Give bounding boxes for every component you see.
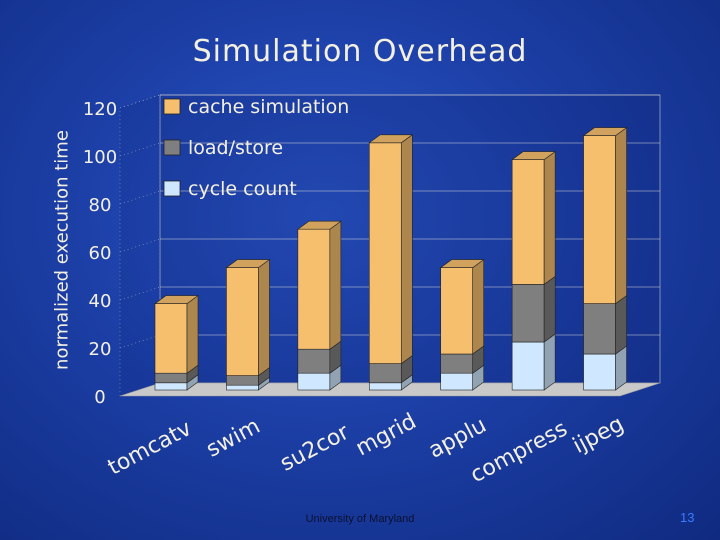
bar-mgrid-cycle-count-front: [368, 382, 402, 391]
y-tick-label: 20: [89, 339, 112, 360]
bar-mgrid-cache-simulation-side: [400, 134, 413, 365]
bar-compress-cache-simulation-side: [543, 151, 556, 285]
page-number: 13: [680, 510, 695, 525]
y-tick-label: 120: [83, 99, 117, 120]
chart-title: Simulation Overhead: [192, 34, 528, 69]
bar-tomcatv-top: [154, 295, 199, 304]
legend-label-cycle-count: cycle count: [188, 178, 297, 200]
bar-ijpeg-load-store-side: [615, 295, 627, 355]
bar-compress-top: [511, 151, 557, 160]
bar-compress-cycle-count-front: [511, 341, 545, 391]
bar-ijpeg-cycle-count-front: [583, 353, 616, 391]
bar-group-compress: [511, 151, 557, 391]
bar-applu-cache-simulation-side: [472, 259, 485, 355]
bar-applu-top: [439, 259, 485, 268]
x-tick-label-su2cor: su2cor: [276, 419, 354, 476]
y-tick-label: 40: [89, 291, 112, 312]
bar-group-tomcatv: [154, 295, 199, 391]
bar-ijpeg-cache-simulation-side: [615, 127, 627, 305]
bar-applu-load-store-front: [440, 353, 474, 374]
bar-su2cor-load-store-front: [297, 348, 331, 374]
legend-swatch-cache-simulation: [163, 98, 181, 115]
bar-group-swim: [225, 259, 271, 391]
x-tick-label-ijpeg: ijpeg: [569, 412, 628, 459]
bars: [154, 127, 628, 391]
legend-swatch-cycle-count: [163, 180, 181, 197]
bar-applu-cache-simulation-front: [440, 267, 474, 355]
legend-label-load-store: load/store: [188, 137, 283, 159]
y-ticks: 0 20 40 60 80 100 120: [83, 99, 117, 408]
x-tick-label-mgrid: mgrid: [352, 409, 421, 461]
bar-ijpeg-load-store-front: [583, 303, 616, 355]
legend-swatch-load-store: [163, 139, 181, 156]
bar-swim-top: [225, 259, 271, 268]
bar-swim-cache-simulation-front: [226, 267, 259, 376]
bar-su2cor-cache-simulation-side: [329, 220, 342, 350]
y-tick-label: 60: [89, 243, 112, 264]
y-tick-label: 0: [94, 387, 105, 408]
bar-tomcatv-cache-simulation-side: [186, 295, 199, 374]
y-tick-label: 80: [89, 195, 112, 216]
bar-group-ijpeg: [582, 127, 628, 391]
bar-group-mgrid: [368, 134, 414, 391]
bar-mgrid-top: [368, 134, 414, 144]
x-tick-label-tomcatv: tomcatv: [104, 416, 196, 481]
bar-group-su2cor: [296, 220, 342, 391]
bar-compress-cycle-count-side: [543, 333, 556, 391]
legend: cache simulation load/store cycle count: [163, 96, 349, 200]
x-tick-label-swim: swim: [202, 414, 264, 463]
bar-compress-load-store-side: [543, 275, 556, 343]
bar-su2cor-cache-simulation-front: [297, 228, 331, 350]
bar-su2cor-top: [296, 220, 342, 230]
bar-tomcatv-cycle-count-front: [154, 382, 188, 391]
bar-tomcatv-load-store-front: [154, 372, 188, 384]
footer-text: University of Maryland: [305, 513, 415, 525]
bar-compress-load-store-front: [511, 284, 545, 343]
bar-ijpeg-top: [582, 127, 628, 136]
bar-swim-cycle-count-front: [226, 384, 259, 391]
bar-mgrid-cache-simulation-front: [368, 142, 402, 364]
bar-compress-cache-simulation-front: [511, 159, 545, 285]
bar-applu-cycle-count-front: [440, 372, 474, 391]
bar-swim-load-store-front: [226, 375, 259, 386]
y-tick-label: 100: [83, 147, 117, 168]
bar-su2cor-cycle-count-front: [297, 372, 331, 391]
bar-ijpeg-cache-simulation-front: [583, 135, 616, 304]
chart-side-wall: [119, 94, 161, 397]
bar-mgrid-load-store-front: [368, 363, 402, 384]
bar-tomcatv-cache-simulation-front: [154, 303, 188, 374]
x-tick-label-applu: applu: [425, 413, 491, 464]
bar-swim-cache-simulation-side: [258, 259, 270, 377]
bar-group-applu: [439, 259, 485, 391]
legend-label-cache-simulation: cache simulation: [188, 96, 349, 118]
